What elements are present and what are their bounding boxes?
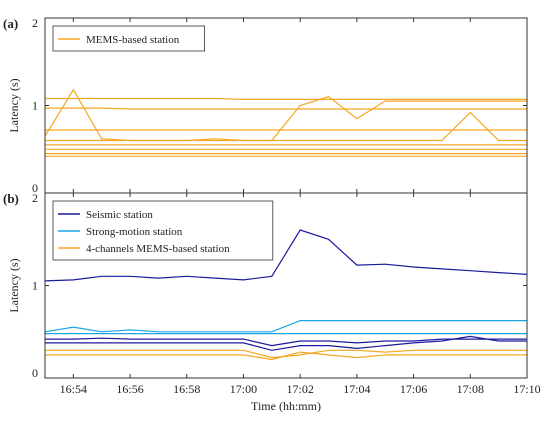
y-tick-label: 1 <box>32 99 38 113</box>
x-tick-label: 17:10 <box>513 382 540 396</box>
series-line-1-1 <box>44 320 527 333</box>
y-tick-label: 2 <box>32 16 38 30</box>
series-line-1-6 <box>45 351 527 361</box>
series-line-0-2 <box>45 107 527 110</box>
legend-label: Strong-motion station <box>86 226 183 238</box>
series-line-1-3 <box>45 337 527 347</box>
x-tick-label: 17:06 <box>400 382 427 396</box>
series-line-1-5 <box>45 349 527 359</box>
series-line-1-0 <box>44 229 528 282</box>
x-tick-label: 17:04 <box>343 382 370 396</box>
y-tick-label: 0 <box>32 366 38 380</box>
y-tick-label: 0 <box>32 181 38 195</box>
x-tick-label: 16:56 <box>116 382 143 396</box>
series-line-1-4 <box>45 335 527 351</box>
y-axis-label: Latency (s) <box>7 78 21 132</box>
x-axis-label: Time (hh:mm) <box>251 399 321 413</box>
panel-label: (b) <box>3 191 19 206</box>
x-tick-label: 17:08 <box>457 382 484 396</box>
x-tick-label: 16:58 <box>173 382 200 396</box>
y-axis-label: Latency (s) <box>7 258 21 312</box>
panel-label: (a) <box>3 16 18 31</box>
legend-label: Seismic station <box>86 209 153 221</box>
series-line-0-4 <box>45 111 527 142</box>
legend-label: MEMS-based station <box>86 34 180 46</box>
x-tick-label: 17:02 <box>287 382 314 396</box>
legend-box-1 <box>52 200 274 261</box>
x-tick-label: 17:00 <box>230 382 257 396</box>
series-line-0-1 <box>44 88 527 142</box>
y-tick-label: 2 <box>32 191 38 205</box>
y-tick-label: 1 <box>32 279 38 293</box>
series-line-0-0 <box>45 97 527 101</box>
legend-label: 4-channels MEMS-based station <box>86 243 230 255</box>
x-tick-label: 16:54 <box>60 382 87 396</box>
